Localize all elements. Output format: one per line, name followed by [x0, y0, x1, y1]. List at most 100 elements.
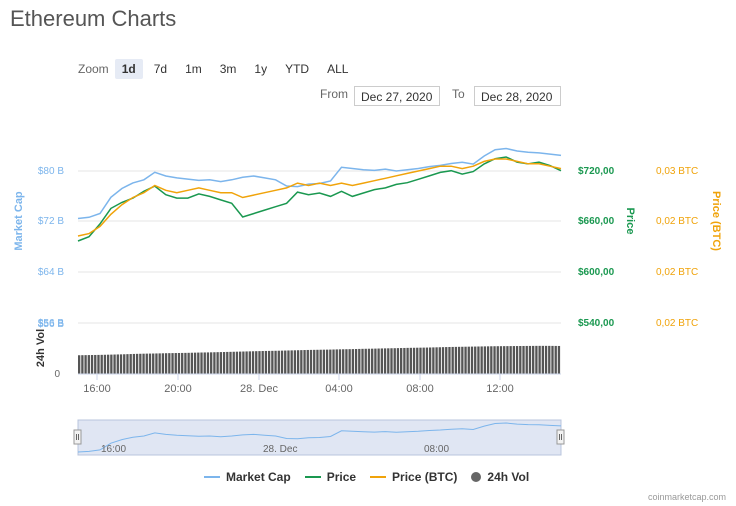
x-tick-label: 28. Dec	[240, 383, 278, 395]
volume-bar	[445, 347, 448, 374]
x-tick-label: 16:00	[83, 383, 111, 395]
volume-bar	[412, 347, 416, 374]
x-tick-label: 08:00	[406, 383, 434, 395]
volume-bar	[155, 353, 158, 374]
volume-bar	[235, 351, 239, 374]
volume-bar	[293, 350, 297, 374]
navigator-tick-label: 28. Dec	[263, 444, 297, 455]
legend-item-volume[interactable]: 24h Vol	[471, 470, 529, 484]
legend-item-price-btc[interactable]: Price (BTC)	[370, 470, 457, 484]
volume-bar	[409, 347, 412, 374]
volume-bar	[419, 347, 422, 374]
volume-bar	[306, 349, 309, 374]
volume-bar	[206, 352, 210, 374]
volume-bar	[132, 353, 136, 374]
volume-bar	[113, 354, 116, 374]
volume-bar	[229, 351, 232, 374]
from-label: From	[320, 87, 348, 101]
volume-bar	[332, 349, 335, 374]
legend-line-icon	[304, 476, 321, 478]
volume-bar	[213, 352, 216, 374]
x-tick-label: 04:00	[325, 383, 353, 395]
volume-bar	[84, 355, 87, 374]
volume-bar	[226, 351, 229, 374]
volume-bar	[451, 346, 454, 374]
volume-bar	[509, 346, 512, 374]
zoom-button-3m[interactable]: 3m	[219, 62, 237, 76]
zoom-label: Zoom	[78, 62, 109, 76]
price-btc-tick-label: 0,02 BTC	[656, 216, 698, 227]
navigator-handle[interactable]	[556, 429, 565, 445]
volume-bar	[87, 355, 90, 374]
market-cap-tick-label: $80 B	[38, 166, 64, 177]
volume-bar	[222, 352, 226, 374]
to-date-input[interactable]: Dec 28, 2020	[474, 86, 561, 106]
price-btc-tick-label: 0,03 BTC	[656, 166, 698, 177]
from-date-input[interactable]: Dec 27, 2020	[354, 86, 440, 106]
price-btc-tick-label: 0,02 BTC	[656, 318, 698, 329]
volume-bar	[335, 349, 338, 374]
volume-bar	[338, 349, 342, 374]
volume-bar	[171, 353, 174, 374]
volume-bar	[464, 346, 467, 374]
credit-text: coinmarketcap.com	[647, 492, 726, 502]
volume-bar	[377, 348, 380, 374]
volume-bar	[271, 350, 274, 374]
volume-bar	[94, 354, 97, 374]
volume-bar	[480, 346, 483, 374]
volume-bar	[454, 346, 458, 374]
volume-bar	[190, 352, 194, 374]
volume-bar	[329, 349, 332, 374]
volume-bar	[322, 349, 326, 374]
navigator-handle[interactable]	[73, 429, 82, 445]
volume-bar	[438, 347, 441, 374]
volume-bar	[503, 346, 506, 374]
volume-bar	[380, 348, 383, 374]
market-cap-tick-label: $64 B	[38, 267, 64, 278]
volume-bar	[499, 346, 503, 374]
legend-item-market-cap[interactable]: Market Cap	[204, 470, 291, 484]
volume-bar	[393, 348, 396, 374]
volume-bar	[470, 346, 474, 374]
volume-bar	[181, 352, 184, 374]
zoom-button-1y[interactable]: 1y	[254, 62, 268, 76]
zoom-button-1d[interactable]: 1d	[114, 59, 143, 79]
zoom-button-7d[interactable]: 7d	[153, 62, 168, 76]
volume-bar	[193, 352, 197, 374]
volume-bar	[316, 349, 319, 374]
volume-bar	[483, 346, 487, 374]
legend-dot-icon	[471, 472, 482, 482]
legend-label: Price	[326, 470, 357, 484]
volume-bar	[242, 351, 245, 374]
volume-bar	[110, 354, 113, 374]
price-axis-title: Price	[624, 208, 636, 235]
volume-bar	[210, 352, 213, 374]
volume-bar	[203, 352, 206, 374]
volume-axis-title: 24h Vol	[35, 329, 47, 367]
legend-label: Price (BTC)	[392, 470, 458, 484]
volume-bar	[390, 348, 393, 374]
volume-bar	[216, 352, 219, 374]
volume-bar	[403, 347, 406, 374]
zoom-button-ytd[interactable]: YTD	[285, 62, 310, 76]
legend-item-price[interactable]: Price	[304, 470, 357, 484]
volume-bar	[81, 355, 84, 374]
volume-bar	[232, 351, 235, 374]
volume-bar	[106, 354, 110, 374]
volume-bar	[280, 350, 284, 374]
volume-bar	[277, 350, 280, 374]
volume-bar	[371, 348, 374, 374]
volume-bar	[457, 346, 461, 374]
volume-bar	[158, 353, 161, 374]
zoom-button-1m[interactable]: 1m	[185, 62, 202, 76]
volume-bar	[342, 349, 345, 374]
volume-bar	[126, 354, 129, 374]
zoom-button-all[interactable]: ALL	[327, 62, 349, 76]
volume-bar	[187, 352, 190, 374]
volume-bar	[90, 355, 94, 374]
volume-bar	[123, 354, 126, 374]
volume-bar	[548, 345, 551, 374]
volume-bar	[490, 346, 493, 374]
volume-bar	[351, 349, 355, 374]
volume-bar	[100, 354, 103, 374]
